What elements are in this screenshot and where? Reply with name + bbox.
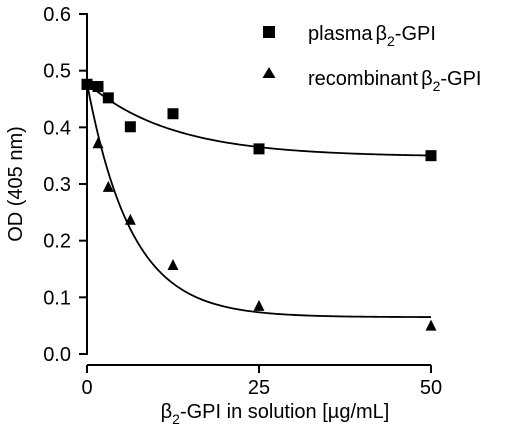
data-point-square — [124, 121, 136, 133]
legend: plasma β2-GPI recombinant β2-GPI — [262, 23, 482, 94]
y-tick-label: 0.0 — [43, 344, 71, 366]
data-point-square — [167, 108, 179, 120]
x-tick-label: 0 — [81, 377, 92, 399]
y-axis-title: OD (405 nm) — [5, 126, 27, 242]
legend-label-plasma: plasma β2-GPI — [308, 23, 436, 49]
y-tick-label: 0.2 — [43, 231, 71, 253]
y-tick-label: 0.3 — [43, 174, 71, 196]
data-point-square — [253, 143, 265, 155]
y-tick-label: 0.4 — [43, 117, 71, 139]
fit-curves — [86, 82, 432, 318]
legend-marker-triangle — [262, 67, 276, 78]
y-tick-label: 0.6 — [43, 4, 71, 26]
x-tick-label: 25 — [248, 377, 270, 399]
y-tick-label: 0.5 — [43, 61, 71, 83]
x-ticks: 0 25 50 — [81, 365, 442, 399]
data-point-triangle — [253, 299, 265, 311]
y-ticks: 0.0 0.1 0.2 0.3 0.4 0.5 0.6 — [43, 4, 87, 366]
legend-marker-square — [263, 26, 275, 38]
legend-label-recombinant: recombinant β2-GPI — [308, 68, 482, 94]
x-axis-title: β2-GPI in solution [µg/mL] — [161, 401, 390, 427]
data-point-square — [102, 92, 114, 104]
data-point-square — [425, 150, 437, 162]
fit-curve-recombinant — [86, 82, 432, 318]
data-point-triangle — [102, 180, 114, 192]
data-marks — [81, 78, 437, 331]
data-point-square — [92, 81, 104, 93]
data-point-triangle — [92, 137, 104, 149]
x-tick-label: 50 — [420, 377, 442, 399]
data-point-triangle — [81, 78, 93, 90]
data-point-triangle — [167, 259, 179, 271]
y-tick-label: 0.1 — [43, 287, 71, 309]
data-point-triangle — [425, 319, 437, 331]
data-point-triangle — [124, 213, 136, 225]
